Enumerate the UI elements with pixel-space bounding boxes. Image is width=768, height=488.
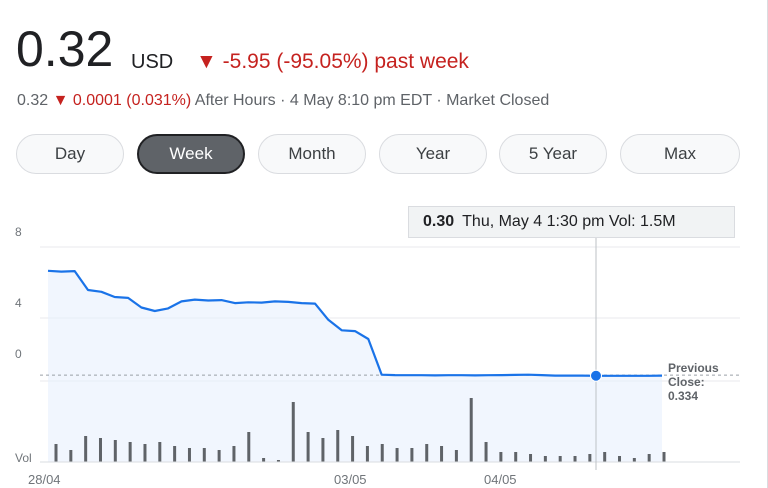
volume-bar — [573, 456, 577, 462]
volume-bar — [128, 442, 132, 462]
volume-bar — [173, 446, 177, 462]
volume-bar — [143, 444, 147, 462]
after-hours-price: 0.32 — [17, 92, 49, 109]
y-tick-label: 0 — [15, 347, 22, 361]
after-hours-down-arrow-icon: ▼ — [52, 92, 69, 109]
previous-close-value: 0.334 — [668, 389, 699, 403]
volume-bar — [247, 432, 251, 462]
price-line — [47, 269, 663, 377]
tab-month[interactable]: Month — [258, 134, 366, 174]
previous-close-line2: Close: — [668, 375, 705, 389]
after-hours-line: 0.32 ▼ 0.0001 (0.031%) After Hours · 4 M… — [17, 92, 549, 110]
volume-bar — [558, 456, 562, 462]
tab-5-year[interactable]: 5 Year — [499, 134, 607, 174]
volume-bar — [365, 446, 369, 462]
x-tick-label: 28/04 — [28, 472, 61, 487]
volume-bar — [454, 450, 458, 462]
volume-bar — [69, 450, 73, 462]
volume-bar — [543, 456, 547, 462]
volume-bar — [514, 452, 518, 462]
volume-bar — [395, 448, 399, 462]
volume-bar — [321, 438, 325, 462]
weekly-change-value: -5.95 (-95.05%) past week — [222, 50, 469, 73]
hover-tooltip: 0.30 Thu, May 4 1:30 pm Vol: 1.5M — [408, 206, 735, 238]
volume-bar — [84, 436, 88, 462]
tooltip-details: Thu, May 4 1:30 pm Vol: 1.5M — [462, 213, 676, 230]
x-tick-label: 03/05 — [334, 472, 367, 487]
volume-bar — [187, 448, 191, 462]
volume-bar — [603, 452, 607, 462]
volume-bar — [469, 398, 473, 462]
volume-bar — [351, 436, 355, 462]
volume-bar — [276, 460, 280, 462]
previous-close-label: Previous Close: 0.334 — [668, 361, 719, 403]
tooltip-price: 0.30 — [423, 213, 455, 230]
highlight-point — [590, 369, 602, 382]
volume-bar — [632, 458, 636, 462]
volume-bar — [440, 446, 444, 462]
current-price: 0.32 — [16, 21, 114, 77]
currency-label: USD — [131, 51, 174, 73]
y-tick-label: 8 — [15, 225, 22, 239]
volume-axis-label: Vol — [15, 451, 32, 465]
volume-bar — [202, 448, 206, 462]
after-hours-status: After Hours · 4 May 8:10 pm EDT · Market… — [194, 92, 550, 109]
y-tick-label: 4 — [15, 296, 22, 310]
volume-bar — [217, 450, 221, 462]
volume-bar — [232, 446, 236, 462]
volume-bar — [306, 432, 310, 462]
volume-bar — [499, 452, 503, 462]
volume-bar — [529, 454, 533, 462]
volume-bar — [113, 440, 117, 462]
volume-bar — [291, 402, 295, 462]
tab-year[interactable]: Year — [379, 134, 487, 174]
volume-bar — [618, 456, 622, 462]
weekly-change: ▼ -5.95 (-95.05%) past week — [196, 50, 469, 74]
tab-day[interactable]: Day — [16, 134, 124, 174]
x-tick-label: 04/05 — [484, 472, 517, 487]
volume-bar — [425, 444, 429, 462]
previous-close-line1: Previous — [668, 361, 719, 375]
after-hours-change: 0.0001 (0.031%) — [72, 92, 192, 109]
volume-bar — [98, 438, 102, 462]
volume-bar — [647, 454, 651, 462]
volume-bar — [336, 430, 340, 462]
volume-bar — [54, 444, 58, 462]
tab-week[interactable]: Week — [137, 134, 245, 174]
price-area — [48, 270, 662, 462]
down-arrow-icon: ▼ — [196, 50, 217, 73]
volume-bar — [262, 458, 266, 462]
volume-bar — [380, 444, 384, 462]
tab-max[interactable]: Max — [620, 134, 740, 174]
volume-bar — [588, 454, 592, 462]
volume-bar — [158, 442, 162, 462]
volume-bar — [484, 442, 488, 462]
volume-bar — [662, 452, 666, 462]
volume-bar — [410, 448, 414, 462]
